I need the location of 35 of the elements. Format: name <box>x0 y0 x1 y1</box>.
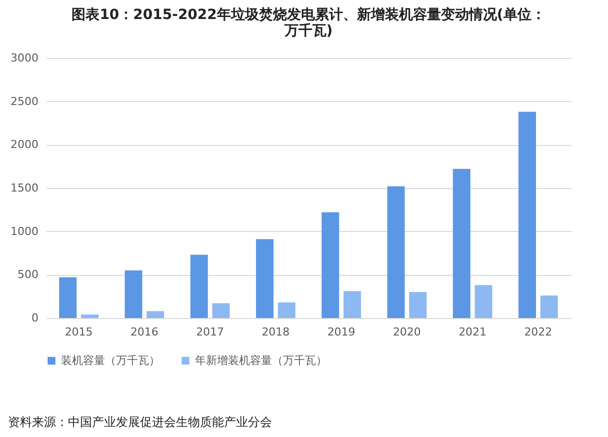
y-tick-label: 2000 <box>10 138 38 152</box>
bar <box>409 292 427 318</box>
bar <box>278 302 296 318</box>
text: 资料来源：中国产业发展促进会生物质能产业分会 <box>8 414 272 431</box>
bar <box>146 311 164 318</box>
bar <box>474 285 492 318</box>
bar <box>344 291 361 318</box>
bar <box>256 239 274 318</box>
y-tick-label: 1500 <box>10 182 38 194</box>
bar <box>322 212 340 318</box>
y-tick-label: 1000 <box>10 224 38 238</box>
y-tick-label: 0 <box>32 312 38 324</box>
bar <box>59 277 77 318</box>
legend-label: 装机容量（万千瓦） <box>61 354 160 367</box>
bar <box>518 112 536 318</box>
legend-label: 年新增装机容量（万千瓦） <box>195 354 327 367</box>
x-tick-label: 2022 <box>524 326 552 338</box>
y-tick-label: 2500 <box>10 94 38 108</box>
bar <box>387 186 405 318</box>
x-tick-label: 2020 <box>392 326 421 338</box>
x-tick-label: 2019 <box>327 326 356 338</box>
chart-title: 图表10：2015-2022年垃圾焚烧发电累计、新增装机容量变动情况(单位：万千瓦) <box>72 6 546 39</box>
x-tick-label: 2015 <box>64 326 93 338</box>
bar <box>81 314 98 318</box>
x-tick-label: 2016 <box>130 326 158 338</box>
bar <box>540 295 558 318</box>
x-tick-label: 2018 <box>262 326 290 338</box>
bar <box>190 254 208 318</box>
x-tick-label: 2021 <box>458 326 487 338</box>
bar <box>124 270 142 318</box>
y-tick-label: 3000 <box>10 52 38 64</box>
y-tick-label: 500 <box>18 268 38 282</box>
bar <box>212 303 230 318</box>
x-tick-label: 2017 <box>196 326 224 338</box>
bar <box>452 168 470 318</box>
